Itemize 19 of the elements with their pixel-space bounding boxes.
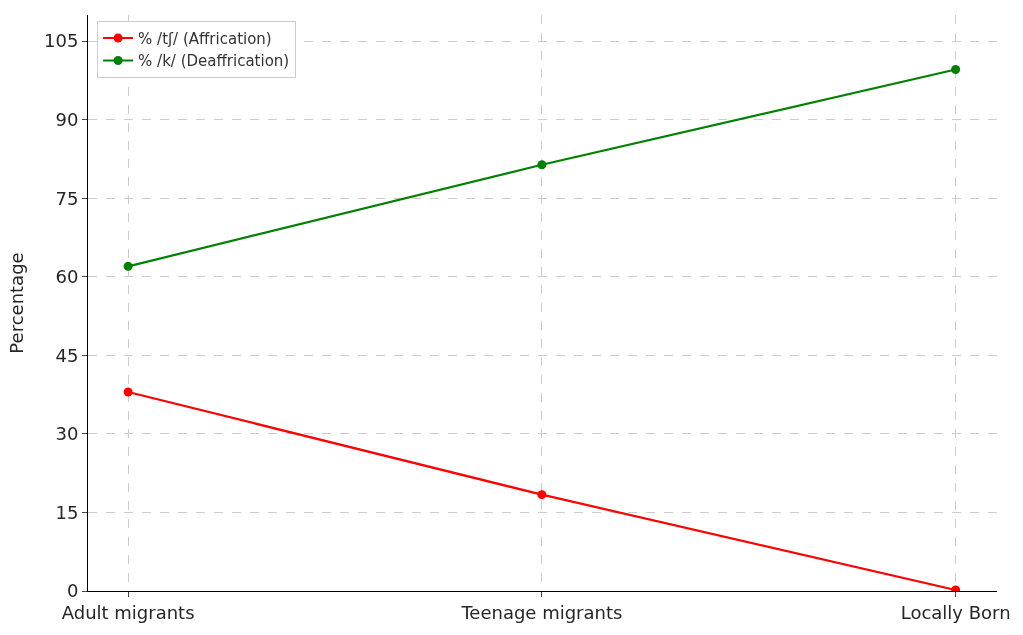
y-tick-label: 30 xyxy=(55,423,79,445)
point xyxy=(951,64,961,74)
point xyxy=(123,387,133,397)
y-axis-title: Percentage xyxy=(6,252,28,354)
y-tick-label: 45 xyxy=(55,344,79,366)
y-tick-label: 90 xyxy=(55,109,79,131)
x-tick-label: Adult migrants xyxy=(61,601,195,623)
point xyxy=(537,490,547,500)
y-tick-label: 15 xyxy=(55,501,79,523)
y-tick-label: 60 xyxy=(55,266,79,288)
legend-label: % /tʃ/ (Affrication) xyxy=(138,29,272,48)
y-tick-label: 75 xyxy=(55,187,79,209)
legend-label: % /k/ (Deaffrication) xyxy=(138,52,290,71)
x-tick-label: Teenage migrants xyxy=(460,601,623,623)
point xyxy=(537,160,547,170)
x-tick-label: Locally Born xyxy=(900,601,1011,623)
y-tick-label: 105 xyxy=(44,30,79,52)
point xyxy=(123,261,133,271)
y-tick-label: 0 xyxy=(66,580,79,602)
